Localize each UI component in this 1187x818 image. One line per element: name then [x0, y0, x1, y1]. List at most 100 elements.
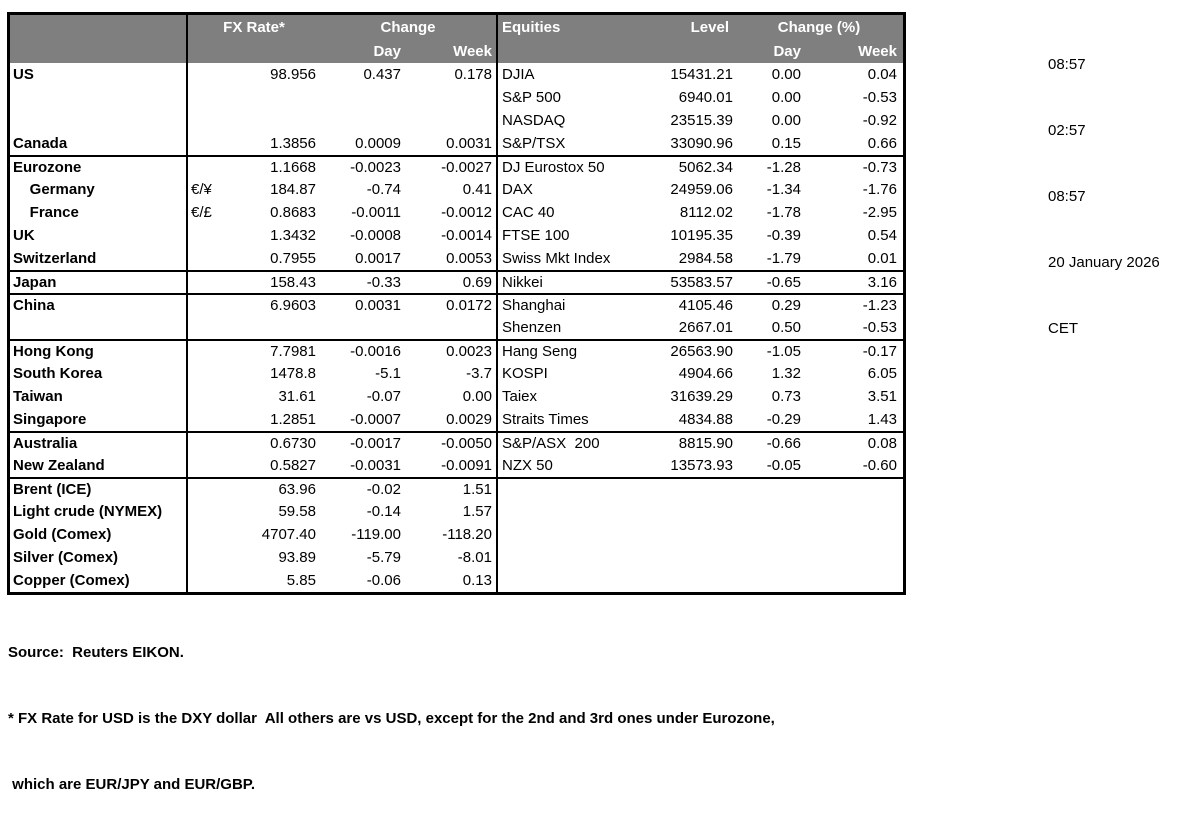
currency-pair-cell [186, 500, 218, 523]
currency-pair-cell [186, 86, 218, 109]
currency-pair-cell [186, 224, 218, 247]
table-row: Light crude (NYMEX) 59.58 -0.14 1.57 [10, 500, 903, 523]
table-header-row-1: FX Rate* Change Equities Level Change (%… [10, 15, 903, 39]
fx-rate-cell: 1.2851 [270, 411, 316, 428]
region-name-cell: Copper (Comex) [13, 572, 130, 589]
equity-level-cell: 23515.39 [670, 112, 733, 129]
fx-week-change-cell: -118.20 [442, 526, 492, 543]
equity-day-change-cell [737, 479, 805, 500]
equity-week-change-cell: 0.54 [867, 227, 897, 244]
fx-week-change-cell: -8.01 [457, 549, 492, 566]
equity-name-cell: S&P 500 [496, 86, 642, 109]
equity-day-change-cell: -0.29 [766, 411, 801, 428]
equity-day-change-cell: -1.28 [766, 159, 801, 176]
fx-week-change-cell: 0.178 [454, 66, 492, 83]
table-row: UK 1.3432 -0.0008 -0.0014 FTSE 100 10195… [10, 224, 903, 247]
equity-name-cell: Shenzen [496, 316, 642, 339]
header-fx-day: Day [373, 42, 401, 60]
equity-level-cell: 6940.01 [678, 89, 733, 106]
equity-week-change-cell: 1.43 [867, 411, 897, 428]
fx-rate-cell: 0.7955 [270, 250, 316, 267]
header-equities: Equities [496, 15, 642, 39]
region-name-cell: Switzerland [13, 250, 97, 267]
equity-week-change-cell: 3.51 [867, 388, 897, 405]
equity-week-change-cell [805, 523, 901, 546]
equity-week-change-cell [805, 500, 901, 523]
equity-day-change-cell: -1.79 [766, 250, 801, 267]
table-row: NASDAQ 23515.39 0.00 -0.92 [10, 109, 903, 132]
fx-rate-cell: 158.43 [270, 274, 316, 291]
currency-pair-cell [186, 569, 218, 592]
region-name-cell [10, 109, 186, 132]
currency-pair-cell [186, 362, 218, 385]
table-row: Gold (Comex) 4707.40 -119.00 -118.20 [10, 523, 903, 546]
fx-week-change-cell: 0.0172 [446, 297, 492, 314]
equity-level-cell: 26563.90 [670, 343, 733, 360]
header-eq-day: Day [773, 42, 801, 60]
table-row: Japan 158.43 -0.33 0.69 Nikkei 53583.57 … [10, 270, 903, 293]
fx-rate-cell: 1478.8 [270, 365, 316, 382]
equity-name-cell: NZX 50 [496, 454, 642, 477]
table-body: US 98.956 0.437 0.178 DJIA 15431.21 0.00… [10, 63, 903, 592]
fx-rate-cell: 59.58 [278, 503, 316, 520]
fx-day-change-cell: -5.1 [375, 365, 401, 382]
equity-name-cell [496, 523, 642, 546]
region-name-cell [10, 316, 186, 339]
equity-week-change-cell [805, 569, 901, 592]
currency-pair-cell [186, 295, 218, 316]
region-name-cell: France [13, 204, 79, 221]
equity-name-cell: DJ Eurostox 50 [496, 157, 642, 178]
fx-rate-cell: 1.3432 [270, 227, 316, 244]
currency-pair-cell [186, 479, 218, 500]
table-row: Switzerland 0.7955 0.0017 0.0053 Swiss M… [10, 247, 903, 270]
equity-week-change-cell: -0.92 [862, 112, 897, 129]
fx-day-change-cell: -0.0023 [350, 159, 401, 176]
table-row: Taiwan 31.61 -0.07 0.00 Taiex 31639.29 0… [10, 385, 903, 408]
fx-day-change-cell [320, 86, 405, 109]
equity-level-cell: 53583.57 [670, 274, 733, 291]
equity-name-cell: DJIA [496, 63, 642, 86]
equity-day-change-cell: 0.00 [771, 112, 801, 129]
currency-pair-cell: €/£ [186, 201, 218, 224]
equity-week-change-cell: 6.05 [867, 365, 897, 382]
table-row: Australia 0.6730 -0.0017 -0.0050 S&P/ASX… [10, 431, 903, 454]
equity-level-cell: 33090.96 [670, 135, 733, 152]
equity-level-cell: 8815.90 [678, 435, 733, 452]
equity-level-cell: 4834.88 [678, 411, 733, 428]
fx-day-change-cell: -0.0017 [350, 435, 401, 452]
currency-pair-cell [186, 454, 218, 477]
equity-week-change-cell: 0.66 [867, 135, 897, 152]
date: 20 January 2026 [1048, 254, 1160, 271]
header-eq-week: Week [858, 42, 897, 60]
equity-week-change-cell: -1.23 [862, 297, 897, 314]
fx-day-change-cell: -0.02 [366, 481, 401, 498]
equity-name-cell [496, 479, 642, 500]
footnote-line2: which are EUR/JPY and EUR/GBP. [8, 776, 256, 793]
equity-day-change-cell [737, 500, 805, 523]
header-blank-cell [10, 15, 186, 39]
equity-name-cell: S&P/ASX 200 [496, 433, 642, 454]
equity-day-change-cell: 0.50 [771, 319, 801, 336]
fx-week-change-cell: -0.0091 [441, 457, 492, 474]
equity-week-change-cell: -2.95 [862, 204, 897, 221]
header-blank-cell [10, 39, 186, 63]
table-row: Shenzen 2667.01 0.50 -0.53 [10, 316, 903, 339]
equity-name-cell: Swiss Mkt Index [496, 247, 642, 270]
table-row: Brent (ICE) 63.96 -0.02 1.51 [10, 477, 903, 500]
fx-day-change-cell: -0.74 [366, 181, 401, 198]
equity-level-cell: 4105.46 [678, 297, 733, 314]
fx-day-change-cell [320, 316, 405, 339]
fx-week-change-cell: 0.0031 [446, 135, 492, 152]
fx-day-change-cell: -0.0016 [350, 343, 401, 360]
timezone: CET [1048, 320, 1078, 337]
equity-week-change-cell [805, 479, 901, 500]
region-name-cell: New Zealand [13, 457, 105, 474]
fx-rate-cell: 1.1668 [270, 159, 316, 176]
region-name-cell: Taiwan [13, 388, 63, 405]
table-row: US 98.956 0.437 0.178 DJIA 15431.21 0.00… [10, 63, 903, 86]
fx-day-change-cell: -0.0031 [350, 457, 401, 474]
equity-day-change-cell: 0.00 [771, 89, 801, 106]
equity-name-cell: Taiex [496, 385, 642, 408]
fx-day-change-cell: 0.0009 [355, 135, 401, 152]
equity-day-change-cell: 0.29 [771, 297, 801, 314]
